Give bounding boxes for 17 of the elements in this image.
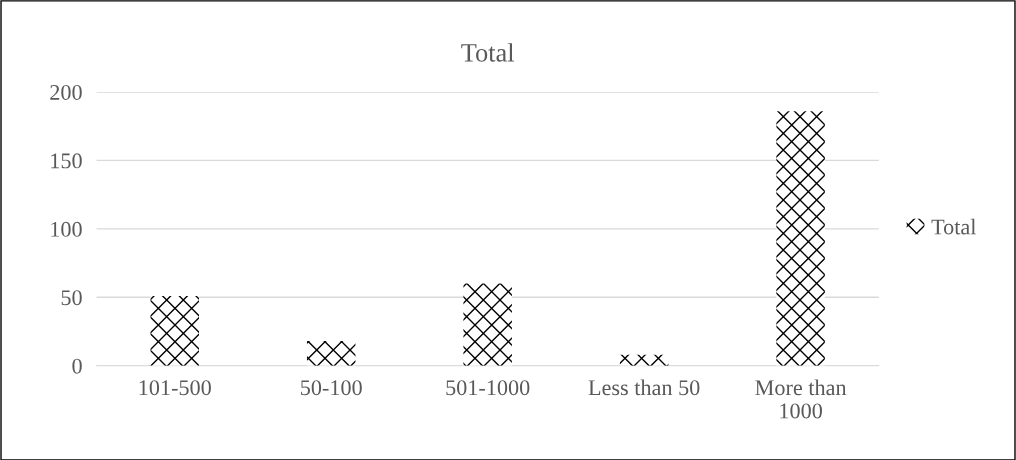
bar <box>306 341 356 366</box>
chart-title: Total <box>461 43 515 62</box>
y-tick-label: 200 <box>50 84 82 100</box>
bar <box>150 295 199 366</box>
bar <box>776 111 825 366</box>
x-tick-label: Less than 50 <box>588 379 700 396</box>
y-tick-label: 100 <box>51 221 82 237</box>
bar <box>463 283 512 366</box>
y-tick-label: 150 <box>51 153 82 169</box>
x-tick-label: 501-1000 <box>446 380 530 396</box>
x-tick-label: More than 1000 <box>755 379 847 419</box>
bar <box>619 354 669 366</box>
x-tick-label: 101-500 <box>139 380 211 396</box>
x-tick-label: 50-100 <box>301 380 362 396</box>
y-tick-label: 50 <box>61 290 82 306</box>
y-tick-label: 0 <box>72 358 82 374</box>
legend-label: Total <box>931 218 976 235</box>
